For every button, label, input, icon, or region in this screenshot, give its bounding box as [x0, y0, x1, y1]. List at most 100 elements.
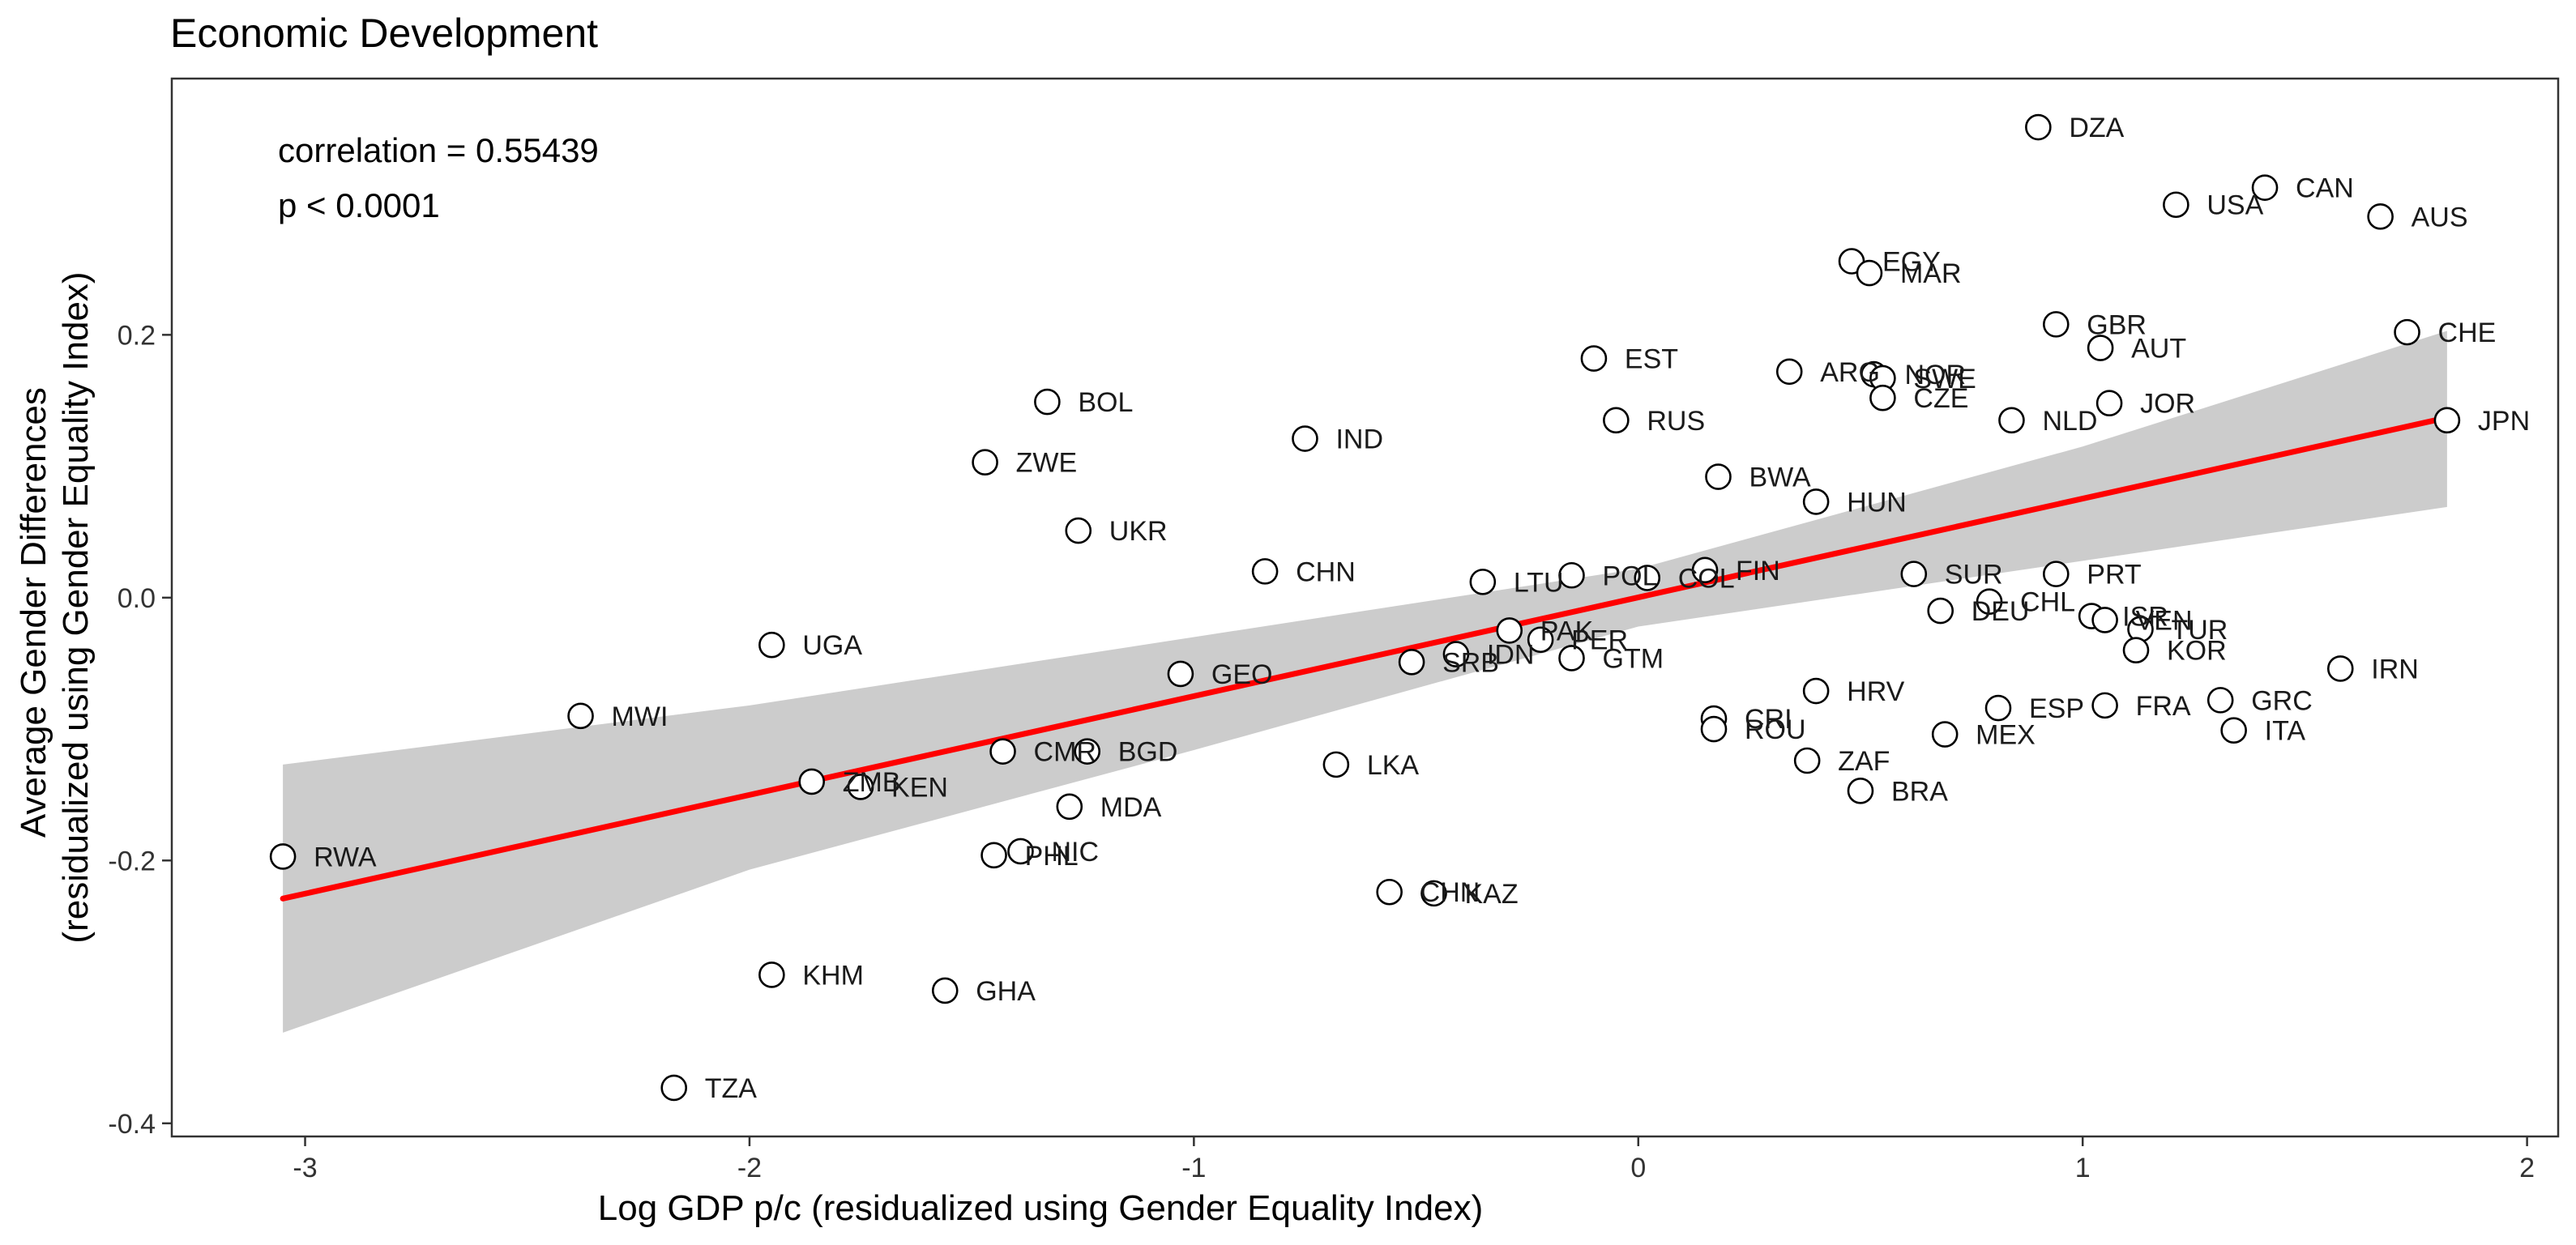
point-label: NIC	[1051, 837, 1099, 868]
point-label: USA	[2206, 190, 2263, 221]
point-label: KAZ	[1465, 879, 1519, 910]
data-point	[1007, 838, 1034, 865]
data-point	[2087, 335, 2114, 361]
point-label: BWA	[1749, 463, 1811, 493]
data-point	[1705, 463, 1732, 490]
data-point	[1634, 565, 1661, 591]
data-point	[1691, 556, 1719, 584]
data-point	[1931, 721, 1959, 748]
point-label: BGD	[1118, 737, 1178, 768]
data-point	[1034, 388, 1061, 416]
point-label: MAR	[1900, 258, 1962, 289]
point-label: CHL	[2020, 587, 2075, 618]
points-layer	[269, 113, 2461, 1102]
point-label: JPN	[2478, 406, 2530, 437]
point-label: MEX	[1976, 720, 2036, 751]
point-label: IRN	[2371, 654, 2419, 684]
point-label: PRT	[2087, 560, 2141, 591]
data-point	[2206, 687, 2234, 714]
data-point	[1065, 517, 1092, 544]
point-label: COL	[1678, 563, 1735, 594]
point-label: ISR	[2122, 602, 2168, 633]
data-point	[1847, 778, 1874, 804]
data-point	[1700, 715, 1728, 743]
data-point	[1292, 425, 1318, 452]
point-label: SUR	[1945, 560, 2003, 591]
point-label: EST	[1625, 344, 1678, 375]
point-label: HUN	[1847, 487, 1907, 518]
annotations: correlation = 0.55439 p < 0.0001	[278, 131, 599, 224]
point-label: EGY	[1882, 247, 1941, 278]
x-tick-label: 0	[1630, 1153, 1646, 1183]
data-point	[1984, 694, 2012, 722]
point-label: DEU	[1972, 596, 2030, 627]
data-point	[2091, 607, 2118, 633]
point-label: SRB	[1442, 647, 1499, 678]
point-label: GTM	[1603, 643, 1664, 674]
point-label: DZA	[2069, 113, 2124, 143]
confidence-band	[283, 330, 2447, 1033]
point-label: POL	[1603, 561, 1658, 591]
chart-title: Economic Development	[170, 11, 598, 56]
x-axis-title: Log GDP p/c (residualized using Gender E…	[598, 1188, 1483, 1228]
point-label: AUT	[2131, 334, 2186, 365]
y-axis: -0.4 -0.2 0.0 0.2	[108, 320, 172, 1140]
point-label: SWE	[1913, 364, 1976, 394]
point-label: HRV	[1847, 676, 1904, 707]
correlation-annotation: correlation = 0.55439	[278, 131, 599, 169]
data-point	[798, 768, 826, 795]
point-label: CHN	[1296, 556, 1356, 587]
data-point	[2220, 717, 2247, 744]
data-point	[1558, 561, 1585, 589]
data-point	[1998, 407, 2025, 434]
data-point	[758, 961, 785, 988]
data-point	[972, 449, 998, 476]
point-label: ITA	[2265, 716, 2306, 747]
point-label: GBR	[2087, 309, 2147, 340]
x-axis: -3 -2 -1 0 1 2	[293, 1136, 2535, 1183]
point-label: ESP	[2029, 693, 2084, 724]
data-point	[1056, 793, 1083, 821]
point-label: IDN	[1487, 640, 1535, 671]
point-label: ARG	[1820, 357, 1880, 388]
point-label: ROU	[1745, 714, 1806, 745]
data-point	[269, 843, 297, 870]
point-label: BRA	[1891, 776, 1948, 807]
point-label: UKR	[1109, 516, 1168, 547]
point-label: CRI	[1745, 704, 1792, 735]
p-value-annotation: p < 0.0001	[278, 186, 440, 224]
point-label: NOR	[1904, 360, 1966, 390]
data-point	[2095, 390, 2123, 417]
point-label: GEO	[1211, 659, 1273, 690]
point-label: CHE	[2438, 318, 2497, 348]
point-label: ZAF	[1838, 746, 1890, 777]
point-label: LKA	[1367, 750, 1420, 781]
point-label: ZWE	[1016, 448, 1078, 479]
data-point	[1793, 747, 1821, 774]
data-point	[1251, 558, 1279, 585]
point-label: IND	[1335, 424, 1383, 455]
point-label: TZA	[705, 1073, 758, 1104]
data-point	[2091, 692, 2118, 719]
data-point	[2367, 203, 2394, 230]
data-point	[2042, 311, 2070, 338]
data-point	[1167, 660, 1194, 688]
point-label: KOR	[2167, 636, 2227, 667]
point-label: JOR	[2140, 389, 2195, 420]
data-point	[1398, 649, 1425, 676]
point-label: FIN	[1736, 556, 1780, 586]
point-label: NLD	[2042, 406, 2097, 437]
point-label: RUS	[1647, 406, 1705, 437]
data-point	[1496, 617, 1523, 644]
point-label: UGA	[802, 630, 862, 661]
x-tick-label: -2	[737, 1153, 762, 1183]
point-label: CAN	[2296, 173, 2354, 204]
point-label: ZMB	[843, 767, 901, 798]
data-point	[1322, 751, 1350, 778]
data-point	[2042, 561, 2070, 587]
y-tick-label: -0.4	[108, 1109, 156, 1140]
data-point	[1074, 738, 1101, 765]
